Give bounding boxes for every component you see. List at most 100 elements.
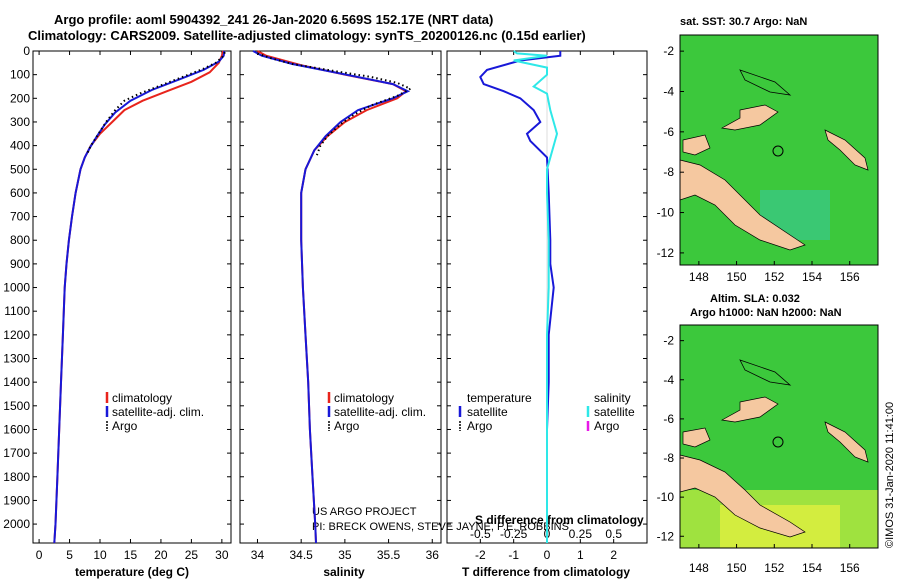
s-tick-label: -0.25 — [500, 527, 528, 541]
sla-map-title-1: Altim. SLA: 0.032 — [710, 293, 800, 305]
x-tick-label: -1 — [508, 548, 519, 562]
legend-label-t-argo: Argo — [467, 419, 493, 433]
sla-lat-tick-label: -12 — [657, 529, 675, 543]
y-tick-label: 0 — [23, 44, 30, 58]
sst-lon-tick-label: 150 — [727, 270, 747, 284]
argo-float-marker — [772, 436, 784, 448]
sla-lat-tick-label: -6 — [663, 412, 674, 426]
legend-heading-temperature: temperature — [467, 391, 532, 405]
legend-label-t-satellite: satellite — [467, 405, 508, 419]
y-tick-label: 1400 — [3, 375, 30, 389]
y-tick-label: 1300 — [3, 352, 30, 366]
salinity-series-climatology — [257, 50, 408, 544]
temperature-series-satellite-adj-clim- — [53, 50, 226, 544]
x-tick-label: 30 — [215, 548, 229, 562]
sst-lon-tick-label: 152 — [764, 270, 784, 284]
y-tick-label: 1500 — [3, 399, 30, 413]
legend-label-s-satellite: satellite — [594, 405, 635, 419]
x-tick-label: 5 — [66, 548, 73, 562]
legend-label-satellite: satellite-adj. clim. — [334, 405, 426, 419]
x-tick-label: 1 — [577, 548, 584, 562]
y-tick-label: 500 — [10, 162, 30, 176]
y-tick-label: 1700 — [3, 446, 30, 460]
y-tick-label: 200 — [10, 91, 30, 105]
credit-project: US ARGO PROJECT — [312, 506, 417, 518]
y-tick-label: 1900 — [3, 493, 30, 507]
sst-map-frame — [679, 34, 879, 266]
sla-lon-tick-label: 150 — [727, 561, 747, 575]
sst-lon-tick-label: 156 — [840, 270, 860, 284]
sst-lon-tick-label: 154 — [802, 270, 822, 284]
new-britain-land — [720, 396, 779, 423]
legend-label-satellite: satellite-adj. clim. — [112, 405, 204, 419]
difference-legend-temperature: temperature satellite Argo — [458, 391, 532, 433]
y-tick-label: 100 — [10, 68, 30, 82]
difference-series-t-satellite — [479, 51, 562, 543]
new-ireland-coast — [739, 359, 792, 386]
y-tick-label: 400 — [10, 139, 30, 153]
sla-map-frame — [679, 324, 879, 549]
y-tick-label: 1800 — [3, 470, 30, 484]
x-tick-label: 0 — [36, 548, 43, 562]
y-tick-label: 600 — [10, 186, 30, 200]
header-line-1: Argo profile: aoml 5904392_241 26-Jan-20… — [54, 12, 494, 27]
new-guinea-north-land — [682, 134, 711, 156]
s-tick-label: 0.25 — [569, 527, 593, 541]
sla-lat-tick-label: -8 — [663, 451, 674, 465]
legend-label-climatology: climatology — [112, 391, 172, 405]
sst-lat-tick-label: -2 — [663, 44, 674, 58]
sla-map-title-2: Argo h1000: NaN h2000: NaN — [690, 307, 842, 319]
salinity-series-satellite-adj-clim- — [252, 50, 411, 544]
sst-lat-tick-label: -6 — [663, 125, 674, 139]
y-tick-label: 1000 — [3, 281, 30, 295]
new-ireland-coast — [739, 69, 792, 96]
s-tick-label: 0.5 — [605, 527, 622, 541]
y-tick-label: 300 — [10, 115, 30, 129]
y-tick-label: 1600 — [3, 422, 30, 436]
new-britain-land — [720, 104, 779, 131]
legend-label-s-argo: Argo — [594, 419, 620, 433]
sst-lat-tick-label: -4 — [663, 84, 674, 98]
sst-lon-tick-label: 148 — [689, 270, 709, 284]
x-tick-label: 15 — [124, 548, 138, 562]
x-tick-label: 34 — [251, 548, 265, 562]
y-tick-label: 900 — [10, 257, 30, 271]
credit-pi: PI: BRECK OWENS, STEVE JAYNE, P.E. ROBBI… — [312, 521, 569, 533]
new-guinea-north-land — [682, 427, 711, 448]
difference-series-s-satellite — [513, 50, 559, 543]
imos-watermark: ©IMOS 31-Jan-2020 11:41:00 — [884, 402, 896, 548]
legend-label-climatology: climatology — [334, 391, 394, 405]
y-tick-label: 700 — [10, 210, 30, 224]
x-tick-label: -2 — [475, 548, 486, 562]
salinity-series-argo — [257, 52, 413, 156]
salinity-panel-frame — [239, 50, 442, 544]
sla-lat-tick-label: -10 — [657, 490, 675, 504]
new-guinea-land — [679, 159, 806, 251]
x-tick-label: 36 — [426, 548, 440, 562]
y-tick-label: 2000 — [3, 517, 30, 531]
temperature-series-argo — [85, 51, 226, 156]
x-tick-label: 20 — [154, 548, 168, 562]
x-tick-label: 35 — [338, 548, 352, 562]
legend-label-argo: Argo — [112, 419, 138, 433]
x-tick-label: 35.5 — [377, 548, 401, 562]
argo-float-marker — [772, 145, 784, 157]
sla-lat-tick-label: -4 — [663, 373, 674, 387]
header-line-2: Climatology: CARS2009. Satellite-adjuste… — [28, 28, 586, 43]
sst-map-title: sat. SST: 30.7 Argo: NaN — [680, 16, 807, 28]
sst-lat-tick-label: -10 — [657, 206, 675, 220]
sla-lon-tick-label: 156 — [840, 561, 860, 575]
sla-lon-tick-label: 152 — [764, 561, 784, 575]
y-tick-label: 1100 — [4, 304, 30, 318]
salinity-legend: climatology satellite-adj. clim. Argo — [327, 391, 426, 433]
sla-lat-tick-label: -2 — [663, 334, 674, 348]
new-guinea-land — [679, 454, 806, 538]
legend-heading-salinity: salinity — [594, 391, 631, 405]
bougainville-land — [824, 129, 869, 171]
salinity-x-label: salinity — [323, 565, 365, 579]
s-difference-label: S difference from climatology — [475, 513, 644, 527]
sst-lat-tick-label: -12 — [657, 246, 675, 260]
legend-label-argo: Argo — [334, 419, 360, 433]
x-tick-label: 0 — [544, 548, 551, 562]
